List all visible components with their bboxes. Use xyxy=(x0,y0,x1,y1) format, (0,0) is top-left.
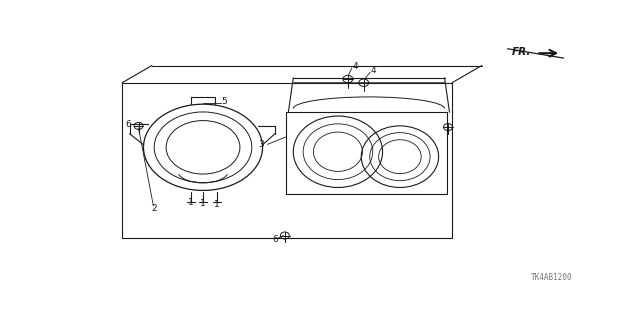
Text: 4: 4 xyxy=(371,67,376,76)
Text: 1: 1 xyxy=(214,200,220,210)
Text: TK4AB1200: TK4AB1200 xyxy=(531,273,572,283)
Text: FR.: FR. xyxy=(511,47,531,57)
Text: 1: 1 xyxy=(200,199,206,208)
Text: 1: 1 xyxy=(188,197,193,206)
Text: 6: 6 xyxy=(272,235,278,244)
Text: 3: 3 xyxy=(258,140,264,149)
Text: 4: 4 xyxy=(353,62,358,71)
Text: 2: 2 xyxy=(152,204,157,213)
Text: 6: 6 xyxy=(125,120,131,129)
Text: 5: 5 xyxy=(221,97,227,106)
